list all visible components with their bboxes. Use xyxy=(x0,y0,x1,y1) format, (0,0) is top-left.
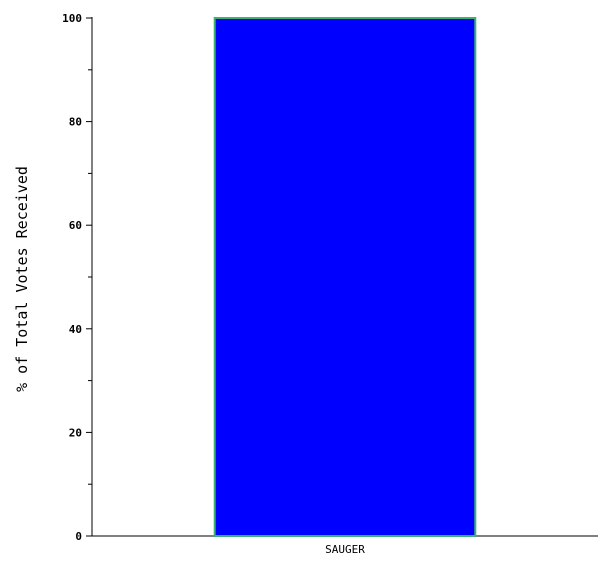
y-tick-label: 80 xyxy=(69,116,82,129)
bar-sauger xyxy=(213,17,477,537)
y-axis: 0 20 40 60 80 100 xyxy=(62,12,93,543)
bars xyxy=(213,17,477,537)
y-tick-label: 100 xyxy=(62,12,82,25)
y-tick-label: 20 xyxy=(69,426,82,439)
y-axis-title: % of Total Votes Received xyxy=(13,166,31,392)
category-labels: SAUGER xyxy=(325,543,365,556)
y-tick-label: 0 xyxy=(75,530,82,543)
y-tick-label: 60 xyxy=(69,219,82,232)
y-tick-label: 40 xyxy=(69,323,82,336)
x-category-label: SAUGER xyxy=(325,543,365,556)
